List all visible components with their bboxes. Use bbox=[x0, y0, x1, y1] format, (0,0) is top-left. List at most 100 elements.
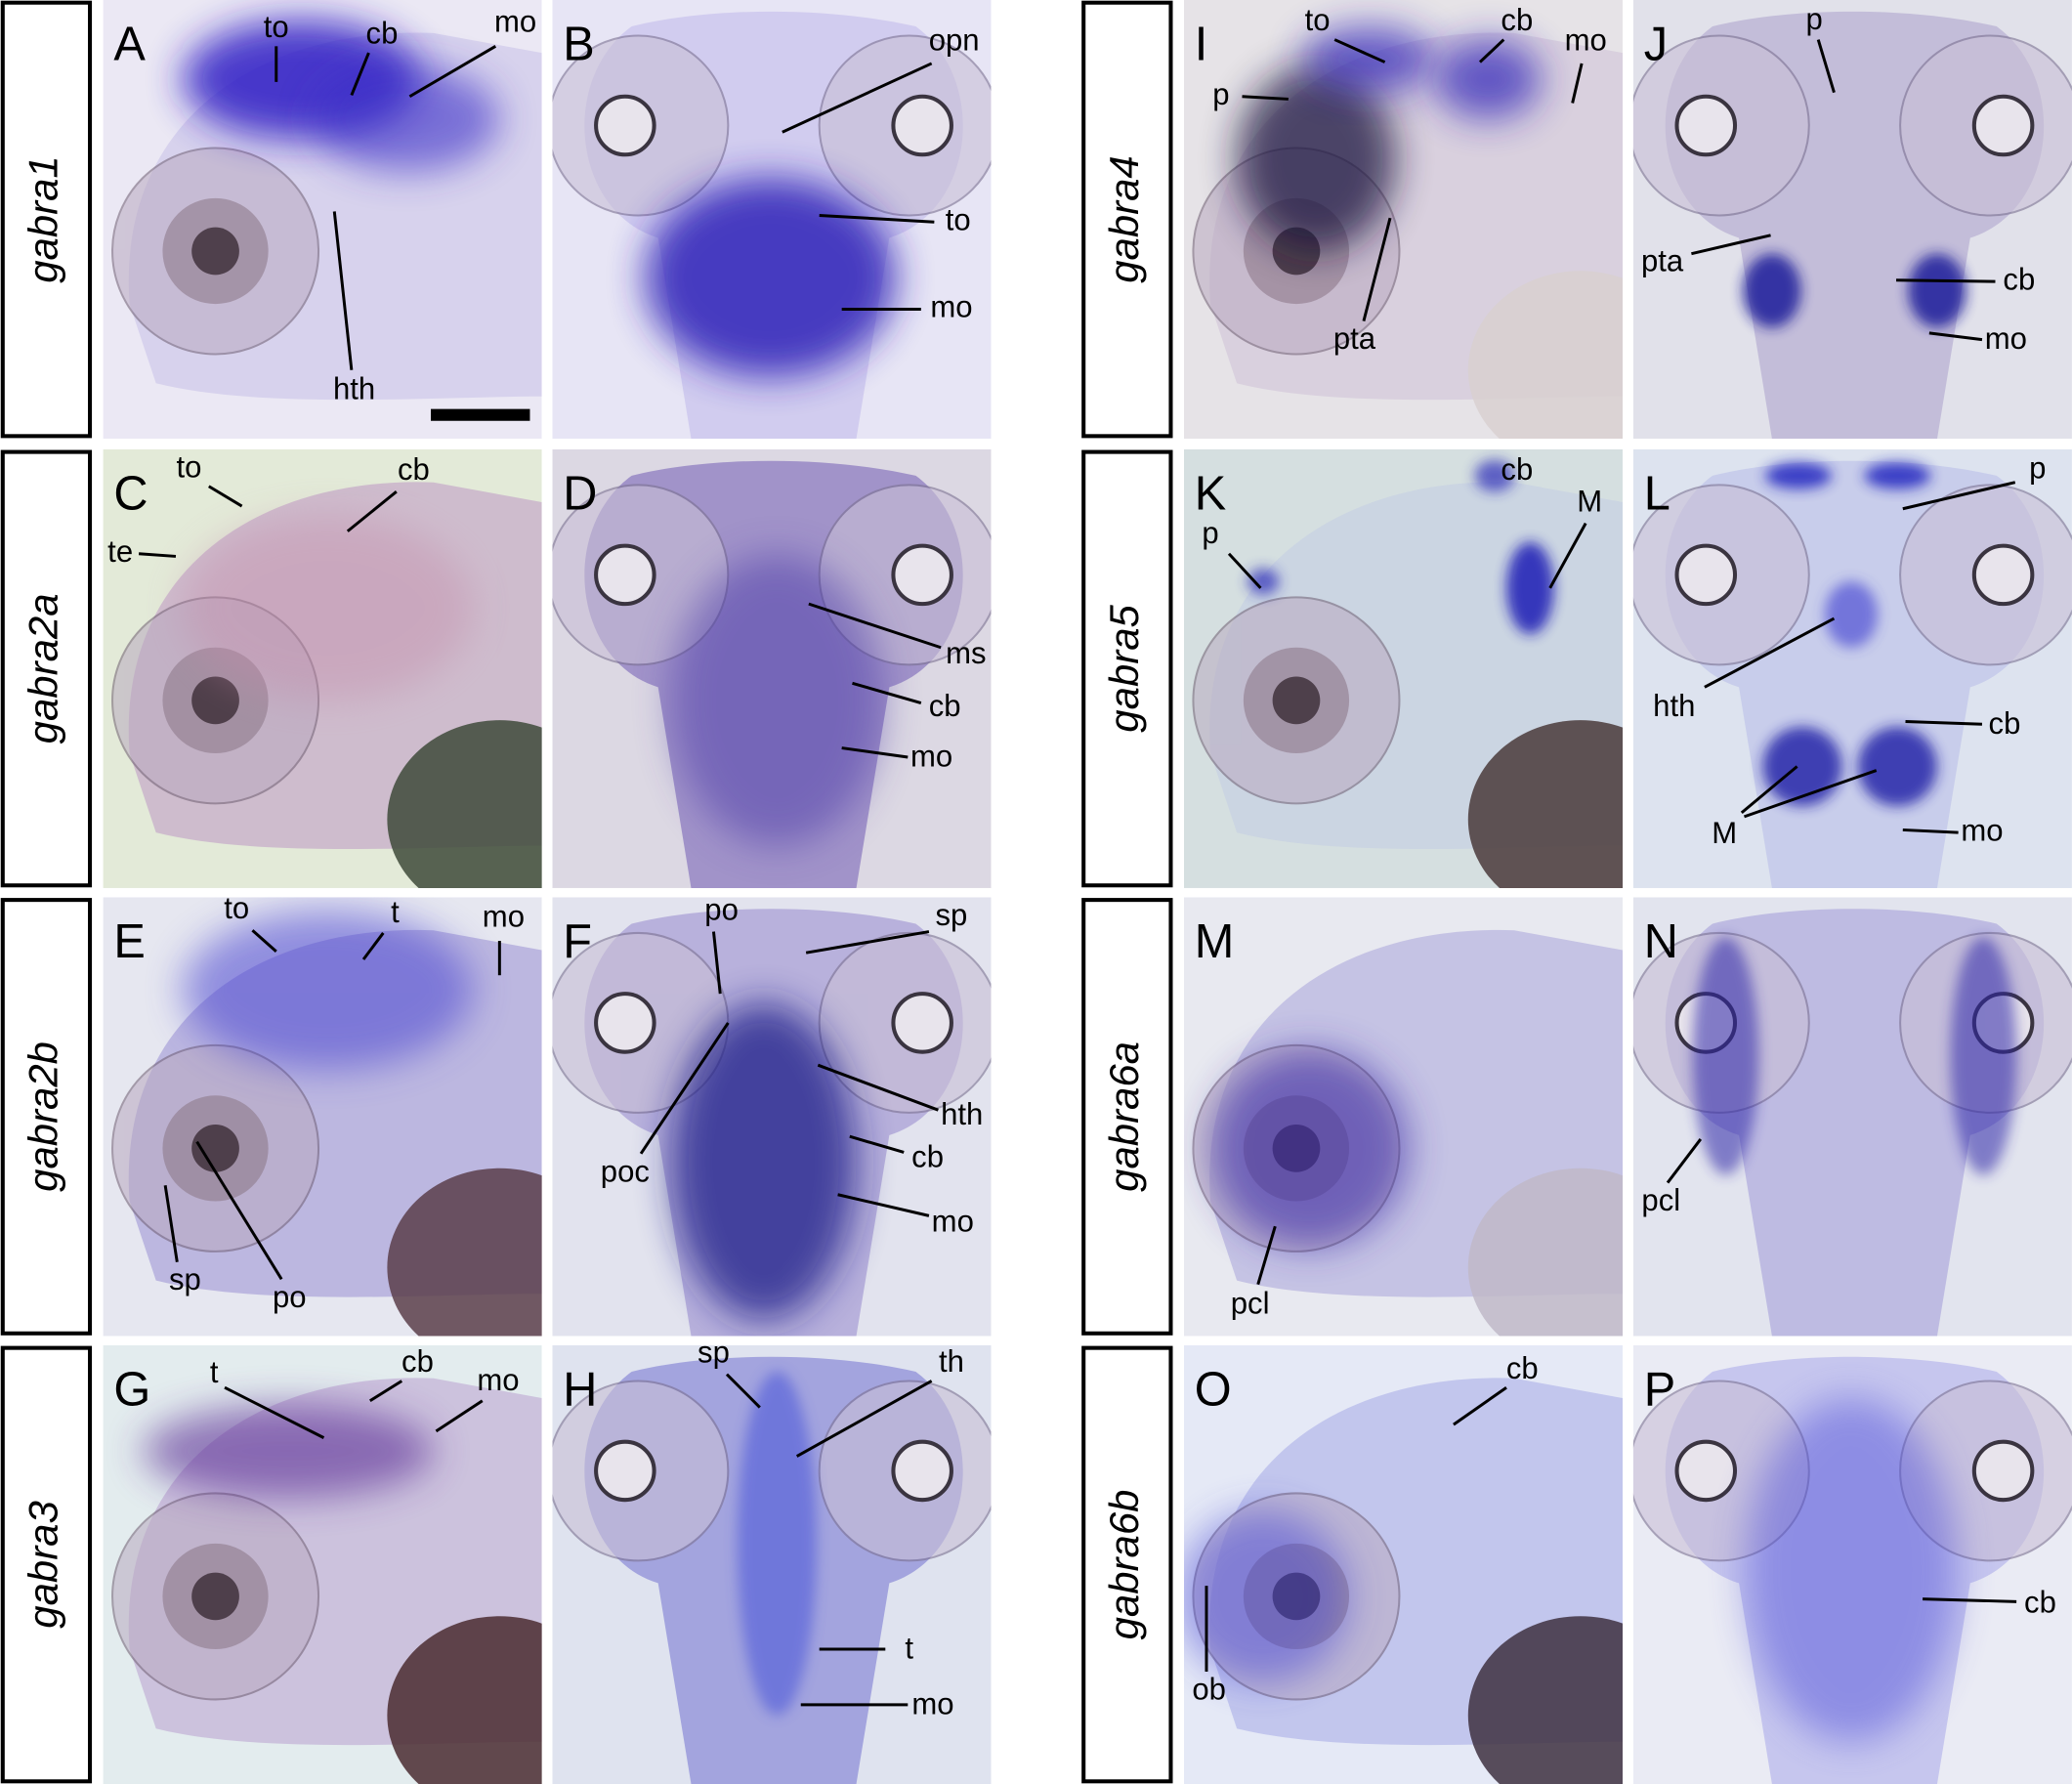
label-leader bbox=[1548, 522, 1587, 589]
panel-letter: K bbox=[1195, 467, 1226, 520]
gene-label: gabra6a bbox=[1101, 1041, 1147, 1192]
structure-label: cb bbox=[366, 17, 399, 51]
structure-label: to bbox=[224, 891, 249, 925]
structure-label: cb bbox=[398, 452, 430, 487]
expression bbox=[1237, 65, 1396, 251]
structure-label: pcl bbox=[1641, 1183, 1680, 1217]
structure-label: M bbox=[1712, 816, 1737, 850]
label-leader bbox=[1923, 1597, 2017, 1603]
structure-label: mo bbox=[1985, 321, 2027, 356]
yolk bbox=[387, 1168, 542, 1337]
structure-label: to bbox=[946, 202, 971, 236]
expression bbox=[1743, 253, 1801, 328]
expression bbox=[737, 1371, 817, 1716]
expression bbox=[1857, 726, 1937, 807]
structure-label: ms bbox=[946, 636, 986, 670]
label-leader bbox=[251, 929, 277, 953]
label-leader bbox=[1256, 1225, 1277, 1286]
gene-box bbox=[0, 449, 93, 888]
panel-letter: E bbox=[113, 915, 145, 968]
structure-label: t bbox=[391, 895, 400, 929]
eye-lens bbox=[594, 543, 656, 607]
pupil bbox=[191, 1125, 239, 1172]
panel-letter: H bbox=[563, 1363, 597, 1416]
expression bbox=[1434, 39, 1542, 119]
label-leader bbox=[639, 1022, 730, 1155]
gene-label: gabra4 bbox=[1101, 155, 1147, 283]
structure-label: to bbox=[1305, 3, 1331, 37]
micrograph-image bbox=[103, 0, 542, 440]
gene-box bbox=[1081, 449, 1173, 888]
label-leader bbox=[805, 930, 930, 955]
structure-label: mo bbox=[932, 1205, 974, 1239]
structure-label: th bbox=[939, 1344, 964, 1379]
expression bbox=[1762, 726, 1842, 807]
structure-label: sp bbox=[936, 898, 968, 932]
eye-lens bbox=[1674, 543, 1738, 607]
label-leader bbox=[1227, 552, 1262, 589]
panel-letter: F bbox=[563, 915, 592, 968]
structure-label: po bbox=[704, 893, 739, 927]
label-leader bbox=[849, 1134, 905, 1154]
structure-label: cb bbox=[2003, 262, 2035, 296]
eye-lens bbox=[891, 94, 953, 157]
label-leader bbox=[1362, 217, 1392, 322]
micrograph: Hsp th t mo bbox=[552, 1336, 992, 1784]
label-leader bbox=[332, 211, 354, 370]
micrograph: Fpo sp hth cb mo poc bbox=[552, 893, 992, 1337]
gene-box bbox=[1081, 1345, 1173, 1784]
micrograph-image bbox=[552, 448, 992, 888]
structure-label: mo bbox=[494, 5, 536, 39]
label-leader bbox=[711, 931, 722, 995]
gene-label: gabra5 bbox=[1101, 604, 1147, 732]
label-leader bbox=[817, 1063, 939, 1112]
structure-label: cb bbox=[911, 1139, 944, 1173]
expression bbox=[1824, 581, 1879, 648]
structure-label: cb bbox=[1989, 706, 2021, 741]
micrograph: Dms cb mo bbox=[552, 448, 992, 888]
pupil bbox=[191, 676, 239, 725]
panel-letter: J bbox=[1644, 19, 1668, 71]
expression bbox=[645, 178, 897, 377]
micrograph-image bbox=[1183, 0, 1624, 440]
gene-box bbox=[0, 898, 93, 1336]
label-leader bbox=[1902, 828, 1959, 834]
gene-label: gabra2a bbox=[20, 593, 65, 743]
eye-lens bbox=[891, 992, 953, 1054]
label-leader bbox=[1571, 63, 1584, 104]
eye-lens bbox=[594, 992, 656, 1054]
label-leader bbox=[782, 62, 933, 134]
structure-label: p bbox=[1212, 77, 1229, 111]
structure-label: pta bbox=[1641, 243, 1684, 277]
eye-lens bbox=[891, 1439, 953, 1503]
label-leader bbox=[1928, 331, 1983, 342]
label-leader bbox=[1740, 765, 1798, 814]
expression bbox=[1247, 568, 1280, 595]
micrograph-image bbox=[1183, 1344, 1624, 1784]
label-leader bbox=[408, 45, 497, 99]
expression bbox=[671, 1002, 857, 1321]
yolk bbox=[1467, 271, 1624, 440]
structure-label: pcl bbox=[1231, 1287, 1270, 1321]
structure-label: po bbox=[273, 1280, 307, 1314]
structure-label: mo bbox=[1961, 813, 2003, 847]
expression bbox=[671, 555, 883, 846]
micrograph: Eto t mo sp po bbox=[103, 891, 542, 1337]
label-leader bbox=[1333, 38, 1386, 64]
expression bbox=[1765, 462, 1832, 489]
eye-lens bbox=[1971, 1439, 2035, 1503]
micrograph-image bbox=[103, 897, 542, 1337]
label-leader bbox=[1902, 481, 2016, 511]
eye-lens bbox=[1971, 94, 2035, 157]
label-leader bbox=[1905, 720, 1983, 726]
label-leader bbox=[1691, 234, 1771, 256]
structure-label: p bbox=[1806, 2, 1823, 36]
structure-label: to bbox=[264, 10, 289, 44]
